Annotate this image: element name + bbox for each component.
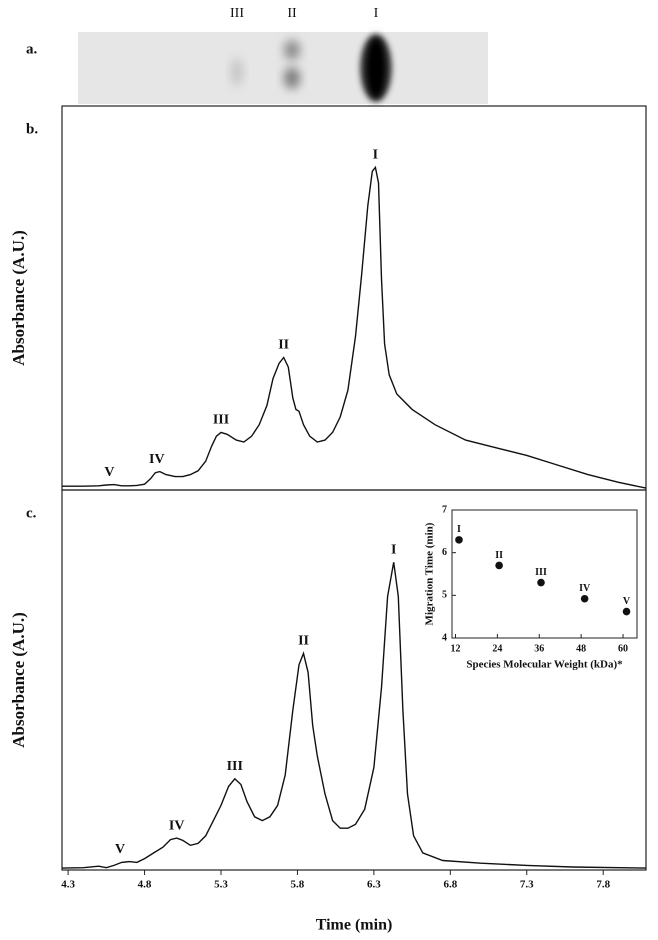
peak-label: III	[227, 759, 243, 774]
peak-label: III	[213, 413, 229, 428]
gel-band	[284, 67, 300, 89]
trace-line	[61, 562, 647, 869]
panel-label: b.	[26, 121, 38, 137]
x-tick-label: 12	[450, 643, 460, 654]
y-tick-label: 4	[442, 632, 447, 643]
gel-band	[231, 58, 243, 86]
x-tick-label: 5.3	[214, 879, 228, 891]
inset-frame	[451, 509, 638, 639]
y-tick-label: 5	[442, 590, 447, 601]
x-tick-label: 7.8	[596, 879, 610, 891]
data-point	[622, 607, 631, 616]
peak-label: II	[278, 338, 289, 353]
x-tick-label: 60	[618, 643, 628, 654]
x-tick-label: 36	[534, 643, 544, 654]
x-tick-label: 48	[576, 643, 586, 654]
x-tick-label: 24	[492, 643, 502, 654]
gel-band	[284, 40, 300, 60]
lane-label: I	[374, 6, 379, 21]
data-point	[537, 578, 545, 587]
gel-band	[366, 38, 386, 98]
data-point	[495, 561, 503, 570]
peak-label: IV	[169, 818, 185, 833]
lane-label: III	[230, 6, 244, 21]
x-axis-title: Species Molecular Weight (kDa)*	[466, 659, 623, 671]
lane-label: II	[287, 6, 297, 21]
y-axis-title: Absorbance (A.U.)	[9, 230, 28, 366]
panel-label: c.	[26, 505, 37, 521]
peak-label: IV	[149, 452, 165, 467]
y-axis-title: Migration Time (min)	[424, 522, 436, 625]
peak-label: II	[298, 634, 309, 649]
trace-line	[62, 165, 647, 489]
data-point	[580, 594, 589, 603]
plot-frame	[61, 489, 647, 871]
peak-label: V	[115, 842, 125, 857]
x-axis-title: Time (min)	[316, 917, 393, 934]
point-label: IV	[579, 583, 591, 594]
y-axis-title: Absorbance (A.U.)	[9, 612, 28, 748]
peak-label: V	[104, 465, 114, 480]
y-tick-label: 7	[442, 504, 447, 515]
x-tick-label: 7.3	[520, 879, 534, 891]
panel-label: a.	[26, 41, 38, 57]
plot-frame	[61, 105, 647, 491]
point-label: III	[535, 567, 547, 578]
y-tick-label: 6	[442, 547, 447, 558]
x-tick-label: 5.8	[291, 879, 305, 891]
point-label: II	[495, 550, 503, 561]
x-tick-label: 6.3	[367, 879, 381, 891]
x-tick-label: 4.8	[138, 879, 152, 891]
peak-label: I	[391, 542, 396, 557]
peak-label: I	[373, 148, 378, 163]
x-tick-label: 4.3	[61, 879, 75, 891]
x-tick-label: 6.8	[443, 879, 457, 891]
gel-image	[78, 32, 488, 104]
gel-bands	[231, 34, 392, 102]
data-point	[455, 536, 463, 544]
point-label: I	[457, 524, 461, 535]
point-label: V	[623, 596, 631, 607]
